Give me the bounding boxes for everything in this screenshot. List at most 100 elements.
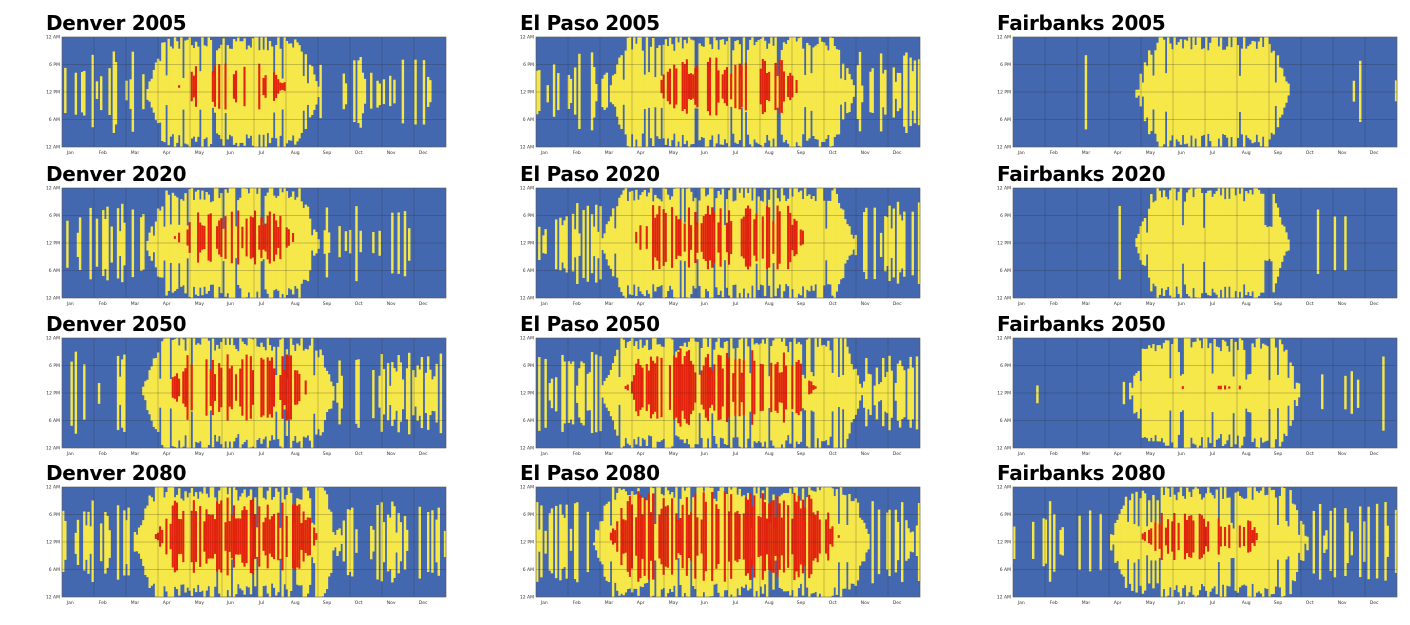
heatmap-cell-warm [810,199,813,286]
heatmap-cell-warm [327,509,331,577]
heatmap-cell-warm [886,371,889,414]
heatmap-cell-warm [334,534,337,548]
heatmap-cell-warm [609,216,613,269]
heatmap-cell-hot [154,534,158,539]
heatmap-cell-warm [91,54,94,128]
heatmap-cell-hot [690,360,693,415]
heatmap-cell-hot [207,214,210,261]
heatmap-cell-warm [1110,534,1113,551]
heatmap-cell-warm [357,359,360,428]
heatmap-cell-warm [355,206,358,282]
heatmap-chart: 12 AM 6 PM 12 PM 6 AM 12 AM Jan Feb Mar Apr May Ju… [46,485,447,606]
heatmap-cell-hot [679,518,682,555]
heatmap-cell-warm [64,67,67,114]
plot-frame [61,486,447,598]
heatmap-cell-hot [753,360,756,415]
y-tick-label: 12 AM [997,186,1011,192]
heatmap-cell-hot [740,65,744,108]
heatmap-cell-warm [1302,524,1305,561]
x-tick-label: Dec [419,301,428,307]
x-tick-label: Jul [1209,150,1215,156]
heatmap-cell-hot [306,517,310,556]
heatmap-cell-hot [226,497,229,576]
heatmap-cell-hot [768,207,771,268]
heatmap-cell-warm [140,217,143,271]
heatmap-cell-hot [795,361,798,414]
heatmap-cell-warm [1044,519,1048,564]
heatmap-cell-hot [1150,528,1153,545]
heatmap-cell-hot [1249,521,1252,552]
heatmap-chart: 12 AM 6 PM 12 PM 6 AM 12 AM Jan Feb Mar Apr May Ju… [46,336,447,457]
heatmap-cell-warm [768,376,771,408]
heatmap-cell-hot [203,521,206,552]
heatmap-cell-warm [281,78,284,110]
heatmap-cell-hot [801,499,805,574]
heatmap-cell-hot [704,214,708,261]
heatmap-cell-hot [258,63,261,110]
heatmap-cell-hot [759,517,763,556]
x-tick-label: Feb [1050,150,1058,156]
heatmap-cell-hot [812,385,815,390]
heatmap-cell-hot [789,72,792,101]
heatmap-cell-warm [1278,495,1282,588]
heatmap-cell-warm [1242,349,1246,437]
heatmap-cell-warm [169,379,173,409]
heatmap-cell-hot [746,205,750,270]
heatmap-cell-hot [175,502,179,571]
x-tick-label: Nov [861,150,870,156]
heatmap-cell-warm [755,493,758,592]
heatmap-cell-warm [1283,351,1286,434]
x-tick-label: Jul [258,600,264,606]
heatmap-cell-warm [759,200,763,285]
heatmap-cell-warm [315,81,318,105]
heatmap-cell-warm [841,375,845,410]
x-tick-label: Jul [732,150,738,156]
heatmap-cell-hot [711,207,714,268]
chart-panel-denver-2005: Denver 2005 12 AM 6 PM 12 PM 6 AM 12 AM Jan Fe… [46,10,486,160]
heatmap-cell-warm [894,509,898,573]
heatmap-cell-hot [765,72,769,101]
heatmap-cell-hot [694,494,697,579]
heatmap-cell-warm [1137,233,1140,254]
heatmap-cell-warm [397,355,400,433]
heatmap-cell-hot [211,359,215,416]
heatmap-cell-hot [730,220,733,255]
heatmap-cell-hot [180,519,183,554]
y-tick-label: 12 PM [520,391,534,397]
heatmap-cell-hot [254,210,257,265]
heatmap-cell-hot [774,517,777,556]
heatmap-cell-hot [700,223,703,252]
heatmap-cell-warm [894,81,898,99]
heatmap-cell-warm [860,519,864,562]
heatmap-cell-warm [1114,522,1117,563]
heatmap-cell-warm [814,201,817,285]
heatmap-cell-hot [778,372,782,403]
heatmap-cell-warm [888,509,891,577]
heatmap-cell-warm [757,196,760,291]
heatmap-cell-warm [873,207,876,280]
heatmap-cell-hot [753,495,756,578]
heatmap-cell-hot [681,504,684,569]
heatmap-grid [1013,37,1397,147]
heatmap-cell-warm [338,360,341,425]
heatmap-cell-hot [702,365,706,410]
heatmap-cell-hot [647,493,651,580]
heatmap-cell-warm [856,375,860,409]
x-tick-label: Jul [732,301,738,307]
heatmap-cell-warm [372,232,375,254]
heatmap-cell-hot [692,74,695,99]
x-tick-label: Feb [99,600,107,606]
heatmap-cell-warm [344,83,348,105]
heatmap-grid [536,188,920,298]
x-tick-label: Sep [1274,600,1283,606]
heatmap-cell-warm [1285,232,1288,252]
heatmap-cell-warm [839,208,843,280]
heatmap-cell-warm [599,356,602,432]
chart-title: Fairbanks 2005 [997,11,1166,35]
heatmap-cell-warm [165,75,168,106]
x-tick-label: Mar [1082,600,1091,606]
heatmap-cell-warm [395,532,398,553]
heatmap-cell-warm [359,230,362,253]
heatmap-cell-hot [285,354,289,421]
x-tick-label: Oct [1306,301,1314,307]
